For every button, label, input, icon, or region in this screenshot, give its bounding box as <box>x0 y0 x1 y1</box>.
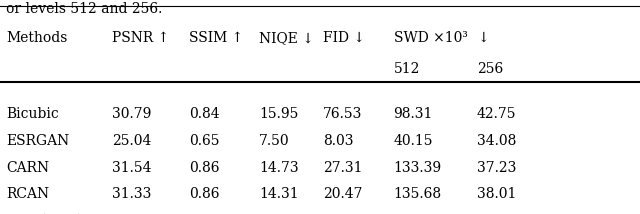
Text: 512: 512 <box>394 62 420 76</box>
Text: 0.65: 0.65 <box>189 134 220 148</box>
Text: 0.84: 0.84 <box>189 107 220 121</box>
Text: ESRGAN: ESRGAN <box>6 134 70 148</box>
Text: 42.75: 42.75 <box>477 107 516 121</box>
Text: or levels 512 and 256.: or levels 512 and 256. <box>6 2 163 16</box>
Text: RCAN: RCAN <box>6 187 49 201</box>
Text: 76.53: 76.53 <box>323 107 363 121</box>
Text: 0.86: 0.86 <box>189 160 220 174</box>
Text: 31.33: 31.33 <box>112 187 152 201</box>
Text: 37.23: 37.23 <box>477 160 516 174</box>
Text: 27.31: 27.31 <box>323 160 363 174</box>
Text: 25.04: 25.04 <box>112 134 152 148</box>
Text: 20.47: 20.47 <box>323 187 363 201</box>
Text: 30.79: 30.79 <box>112 107 152 121</box>
Text: 34.08: 34.08 <box>477 134 516 148</box>
Text: 14.73: 14.73 <box>259 160 299 174</box>
Text: 14.31: 14.31 <box>259 187 299 201</box>
Text: 135.68: 135.68 <box>394 187 442 201</box>
Text: ↓: ↓ <box>477 31 488 45</box>
Text: 40.15: 40.15 <box>394 134 433 148</box>
Text: 8.03: 8.03 <box>323 134 354 148</box>
Text: 0.86: 0.86 <box>189 187 220 201</box>
Text: SWD ×10³: SWD ×10³ <box>394 31 467 45</box>
Text: 15.95: 15.95 <box>259 107 299 121</box>
Text: Bicubic: Bicubic <box>6 107 59 121</box>
Text: 133.39: 133.39 <box>394 160 442 174</box>
Text: Methods: Methods <box>6 31 68 45</box>
Text: FID ↓: FID ↓ <box>323 31 365 45</box>
Text: PSNR ↑: PSNR ↑ <box>112 31 169 45</box>
Text: CARN: CARN <box>6 160 49 174</box>
Text: NIQE ↓: NIQE ↓ <box>259 31 314 45</box>
Text: 256: 256 <box>477 62 503 76</box>
Text: 98.31: 98.31 <box>394 107 433 121</box>
Text: 7.50: 7.50 <box>259 134 290 148</box>
Text: 31.54: 31.54 <box>112 160 152 174</box>
Text: 38.01: 38.01 <box>477 187 516 201</box>
Text: SSIM ↑: SSIM ↑ <box>189 31 243 45</box>
